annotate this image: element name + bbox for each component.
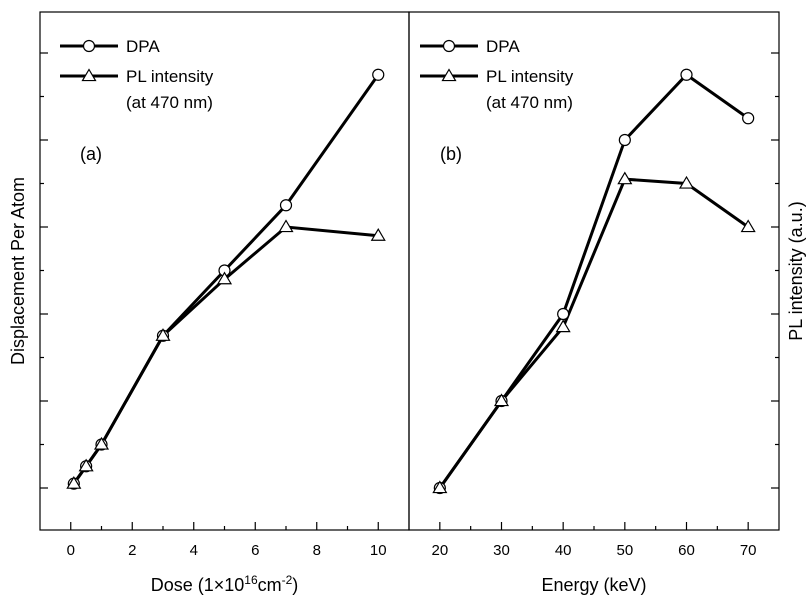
panel-a-pl-point xyxy=(93,436,110,450)
panel-a-pl-point xyxy=(66,475,82,489)
panel-b-legend-pl-marker xyxy=(441,68,457,82)
panel-a-legend-pl-label: PL intensity xyxy=(126,67,214,86)
panel-a-dpa-point xyxy=(372,68,385,81)
panel-a-pl-point xyxy=(155,328,171,341)
panel-b-x-tick-label: 60 xyxy=(678,542,695,559)
panel-a-tag: (a) xyxy=(80,144,102,164)
panel-b-series-dpa-line xyxy=(438,72,750,489)
panel-b-legend-pl-label: PL intensity xyxy=(486,67,574,86)
panel-a-legend-pl-marker xyxy=(81,68,97,82)
panel-b-pl-point xyxy=(555,319,571,333)
panel-a: 0 2 4 6 8 10 Dose (1×1016cm-2) (a) DPA PL intensi… xyxy=(39,11,410,595)
panel-b-dpa-point xyxy=(618,133,631,147)
panel-b-pl-point xyxy=(678,175,695,189)
panel-a-x-axis-title: Dose (1×1016cm-2) xyxy=(151,573,299,595)
panel-a-pl-point xyxy=(78,458,94,472)
panel-a-x-tick-label: 10 xyxy=(370,542,387,559)
panel-a-legend-dpa-label: DPA xyxy=(126,37,160,56)
panel-b-x-tick-label: 30 xyxy=(493,542,510,559)
panel-b-legend-dpa-label: DPA xyxy=(486,37,520,56)
panel-b: 20 30 40 50 60 70 Energy (keV) (b) DPA PL intensi… xyxy=(408,11,780,595)
panel-a-pl-point xyxy=(216,271,233,285)
panel-b-x-tick-label: 40 xyxy=(555,542,572,559)
panel-a-x-tick-label: 4 xyxy=(190,542,198,559)
panel-b-dpa-point xyxy=(557,307,570,321)
panel-b-dpa-point xyxy=(742,112,755,125)
panel-b-pl-point xyxy=(432,480,448,494)
panel-a-x-tick-label: 6 xyxy=(251,542,259,559)
panel-b-legend-dpa-marker xyxy=(442,39,456,53)
panel-a-x-tick-label: 2 xyxy=(128,542,136,559)
panel-a-pl-point xyxy=(370,228,386,241)
panel-a-x-tick-label: 8 xyxy=(313,542,321,559)
right-y-axis-title: PL intensity (a.u.) xyxy=(786,201,806,340)
panel-b-dpa-point xyxy=(680,68,693,81)
panel-b-pl-point xyxy=(617,171,633,185)
panel-a-pl-point xyxy=(278,219,294,233)
left-y-axis-title: Displacement Per Atom xyxy=(8,177,28,365)
panel-b-pl-point xyxy=(493,393,510,407)
panel-a-legend-dpa-marker xyxy=(82,39,96,53)
panel-b-x-tick-label: 70 xyxy=(740,542,757,559)
panel-a-dpa-point xyxy=(279,199,293,212)
panel-a-x-tick-label: 0 xyxy=(67,542,75,559)
panel-b-tag: (b) xyxy=(440,144,462,164)
panel-b-series-pl-line xyxy=(438,177,750,489)
panel-b-legend-pl-note: (at 470 nm) xyxy=(486,93,573,112)
panel-b-x-tick-label: 20 xyxy=(431,542,448,559)
panel-b-pl-point xyxy=(740,219,756,233)
panel-b-x-tick-label: 50 xyxy=(616,542,633,559)
panel-b-x-axis-title: Energy (keV) xyxy=(541,575,646,595)
panel-a-legend-pl-note: (at 470 nm) xyxy=(126,93,213,112)
